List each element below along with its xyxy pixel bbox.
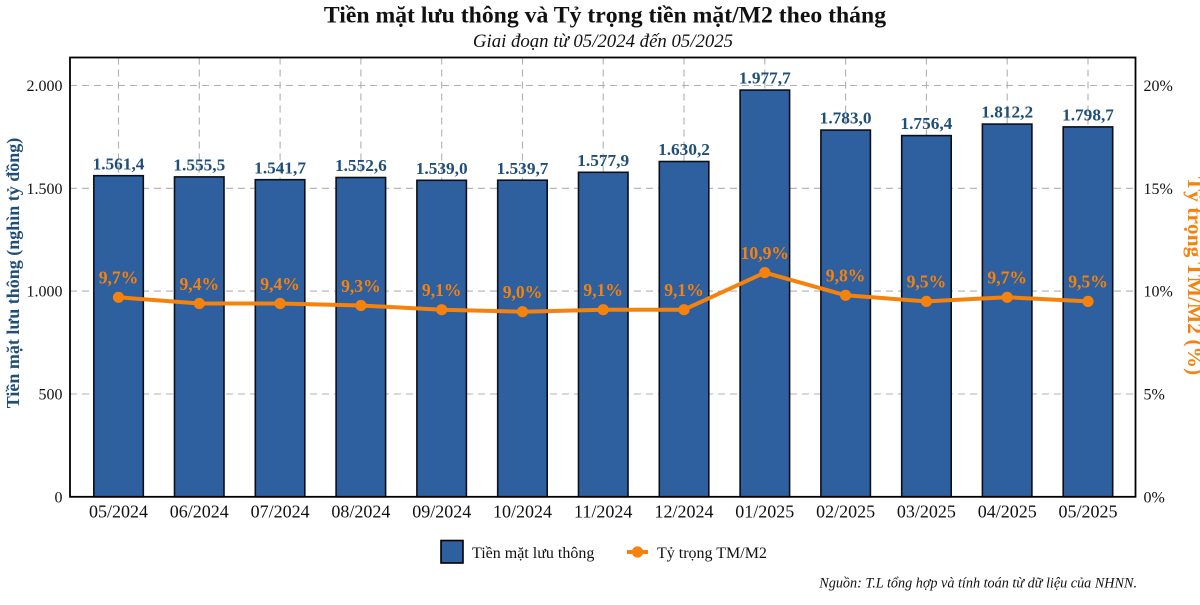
- svg-text:1.577,9: 1.577,9: [577, 151, 629, 170]
- svg-text:1.798,7: 1.798,7: [1062, 106, 1114, 125]
- svg-text:1.812,2: 1.812,2: [981, 103, 1033, 122]
- svg-text:Giai đoạn từ 05/2024 đến 05/20: Giai đoạn từ 05/2024 đến 05/2025: [473, 31, 733, 52]
- svg-text:05/2025: 05/2025: [1058, 501, 1117, 521]
- svg-text:9,4%: 9,4%: [180, 274, 220, 294]
- svg-text:01/2025: 01/2025: [735, 501, 794, 521]
- svg-text:08/2024: 08/2024: [331, 501, 390, 521]
- svg-text:20%: 20%: [1144, 78, 1173, 95]
- svg-text:1.561,4: 1.561,4: [93, 154, 145, 173]
- svg-text:Tiền mặt lưu thông: Tiền mặt lưu thông: [472, 545, 594, 562]
- svg-text:9,5%: 9,5%: [907, 272, 947, 292]
- svg-text:Tiền mặt lưu thông và Tỷ trọng: Tiền mặt lưu thông và Tỷ trọng tiền mặt/…: [324, 3, 886, 29]
- svg-text:9,4%: 9,4%: [260, 274, 300, 294]
- svg-text:12/2024: 12/2024: [654, 501, 713, 521]
- svg-text:9,8%: 9,8%: [826, 266, 866, 286]
- svg-text:9,1%: 9,1%: [422, 280, 462, 300]
- svg-text:Tiền mặt lưu thông (nghìn tỷ đ: Tiền mặt lưu thông (nghìn tỷ đồng): [3, 138, 24, 409]
- svg-text:9,5%: 9,5%: [1068, 272, 1108, 292]
- svg-text:1.500: 1.500: [27, 181, 63, 198]
- svg-text:0%: 0%: [1144, 489, 1165, 506]
- svg-text:2.000: 2.000: [27, 78, 63, 95]
- svg-text:5%: 5%: [1144, 387, 1165, 404]
- svg-text:1.756,4: 1.756,4: [900, 114, 952, 133]
- svg-text:Nguồn: T.L tổng hợp và tính to: Nguồn: T.L tổng hợp và tính toán từ dữ l…: [818, 576, 1137, 592]
- svg-text:1.977,7: 1.977,7: [739, 69, 791, 88]
- svg-text:09/2024: 09/2024: [412, 501, 471, 521]
- svg-text:Tỷ trọng TM/M2: Tỷ trọng TM/M2: [657, 545, 767, 562]
- svg-text:1.541,7: 1.541,7: [254, 158, 306, 177]
- svg-text:04/2025: 04/2025: [978, 501, 1037, 521]
- svg-text:05/2024: 05/2024: [89, 501, 148, 521]
- svg-text:9,1%: 9,1%: [583, 280, 623, 300]
- svg-text:02/2025: 02/2025: [816, 501, 875, 521]
- svg-text:11/2024: 11/2024: [574, 501, 632, 521]
- svg-text:9,7%: 9,7%: [99, 268, 139, 288]
- svg-text:0: 0: [55, 489, 63, 506]
- svg-text:1.555,5: 1.555,5: [173, 156, 225, 175]
- svg-text:03/2025: 03/2025: [897, 501, 956, 521]
- svg-text:1.539,7: 1.539,7: [497, 159, 549, 178]
- svg-text:9,3%: 9,3%: [341, 276, 381, 296]
- svg-text:15%: 15%: [1144, 181, 1173, 198]
- svg-text:9,0%: 9,0%: [503, 282, 543, 302]
- svg-text:500: 500: [39, 387, 63, 404]
- svg-text:07/2024: 07/2024: [251, 501, 310, 521]
- svg-text:06/2024: 06/2024: [170, 501, 229, 521]
- svg-text:1.630,2: 1.630,2: [658, 140, 710, 159]
- svg-text:10/2024: 10/2024: [493, 501, 552, 521]
- svg-text:1.552,6: 1.552,6: [335, 156, 387, 175]
- svg-text:10%: 10%: [1144, 284, 1173, 301]
- svg-text:1.000: 1.000: [27, 284, 63, 301]
- svg-text:9,7%: 9,7%: [987, 268, 1027, 288]
- svg-text:1.783,0: 1.783,0: [820, 109, 872, 128]
- svg-text:10,9%: 10,9%: [741, 243, 789, 263]
- svg-text:Tỷ trọng TM/M2 (%): Tỷ trọng TM/M2 (%): [1183, 177, 1200, 375]
- svg-text:1.539,0: 1.539,0: [416, 159, 468, 178]
- svg-text:9,1%: 9,1%: [664, 280, 704, 300]
